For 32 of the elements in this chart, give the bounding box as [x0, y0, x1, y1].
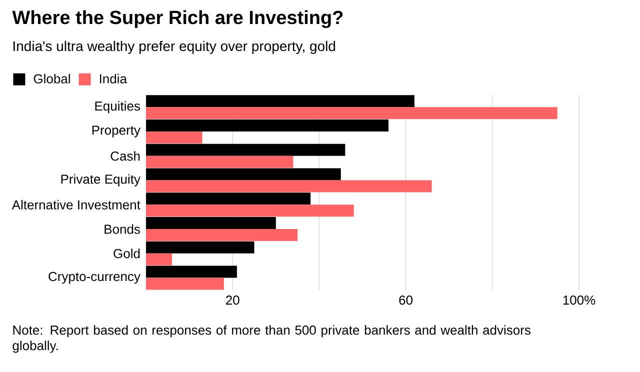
bar	[146, 95, 414, 108]
y-tick-label: Cash	[110, 151, 140, 161]
x-tick-label: 20	[226, 296, 240, 305]
bar	[146, 217, 276, 230]
legend-label: India	[100, 74, 127, 84]
y-tick-label: Alternative Investment	[12, 200, 140, 210]
y-tick-label: Crypto-currency	[48, 272, 140, 284]
x-tick-label: 60	[399, 296, 413, 305]
bar	[146, 107, 558, 120]
chart-title: Where the Super Rich are Investing?	[12, 10, 343, 28]
y-tick-label: Private Equity	[61, 174, 140, 186]
text: Note: Report based on responses of more than 500 private bankers and wealth advisors globally.	[12, 325, 530, 353]
y-tick-label: Bonds	[104, 224, 140, 234]
bar	[146, 180, 432, 192]
bar	[146, 253, 172, 266]
bar	[146, 156, 294, 168]
bar	[146, 132, 202, 144]
bar	[146, 266, 237, 278]
y-tick-label: Equities	[95, 101, 140, 114]
bar	[146, 168, 341, 180]
bar	[146, 204, 354, 217]
bar	[146, 229, 298, 242]
bar	[146, 144, 346, 156]
bar	[146, 241, 254, 254]
chart-subtitle: India's ultra wealthy prefer equity over property, gold	[14, 40, 336, 54]
legend-label: Global	[34, 74, 70, 84]
bar	[146, 278, 224, 290]
bar	[146, 192, 311, 205]
y-tick-label: Gold	[114, 248, 140, 258]
x-tick-label: 100%	[563, 296, 596, 305]
bar	[146, 120, 388, 132]
y-tick-label: Property	[92, 126, 140, 138]
